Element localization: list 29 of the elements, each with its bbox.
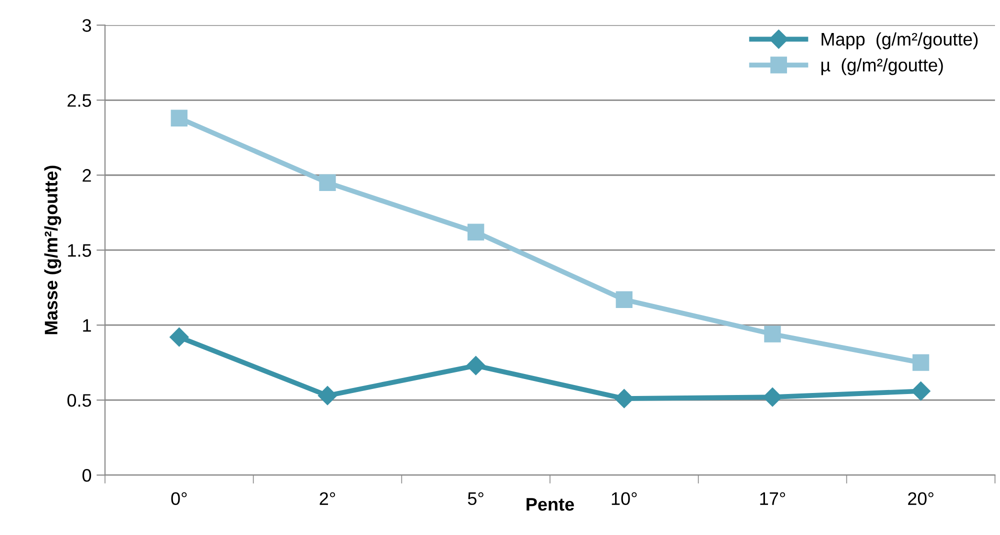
point: [170, 328, 189, 347]
x-tick-label: 20°: [908, 492, 934, 506]
x-tick-label: 17°: [760, 492, 786, 505]
y-tick-label: 1.5: [68, 244, 92, 257]
point: [616, 291, 632, 308]
y-tick-label: 0.5: [67, 394, 92, 407]
y-tick-label: 2: [82, 169, 91, 182]
point: [468, 224, 484, 240]
x-tick-label: 10°: [612, 492, 637, 506]
y-axis-title: Masse (g/m²/goutte): [44, 166, 62, 334]
point: [170, 110, 188, 126]
point: [764, 326, 781, 342]
point: [911, 382, 930, 401]
x-tick-label: 0°: [171, 492, 187, 506]
y-tick-label: 0: [82, 469, 92, 482]
point: [466, 356, 486, 376]
legend-label: Mapp (g/m²/goutte): [822, 32, 978, 50]
x-axis-title: Pente: [526, 498, 574, 511]
y-tick-label: 2.5: [68, 94, 92, 107]
point: [318, 386, 338, 406]
x-tick-label: 5°: [468, 492, 484, 506]
point: [319, 174, 336, 191]
y-tick-label: 3: [82, 19, 92, 32]
point: [912, 354, 930, 371]
legend-label: µ (g/m²/goutte): [821, 58, 943, 76]
y-tick-label: 1: [83, 319, 91, 332]
point: [614, 389, 634, 408]
point: [762, 388, 782, 407]
x-tick-label: 2°: [320, 492, 336, 505]
